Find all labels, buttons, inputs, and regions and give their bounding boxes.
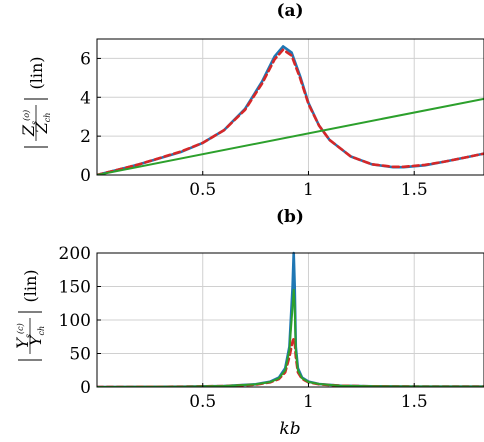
panel-a-ylabel: Zs(o) Zch (lin) [19,56,52,148]
panel-a-grid [97,39,484,175]
panel-a-ytick-label-1: 2 [80,127,91,147]
svg-text:Ych: Ych [26,326,46,346]
panel-a-series-2 [97,97,484,175]
panel-b-ytick-label-4: 200 [59,244,91,264]
svg-text:(lin): (lin) [21,269,40,302]
panel-a-title: (a) [276,1,303,21]
panel-b-ytick-label-2: 100 [59,311,91,331]
panel-b-title: (b) [276,207,304,227]
panel-b-ytick-label-0: 0 [80,378,91,398]
panel-a: (a) 0.5 1 1.5 0 2 4 6 Zs(o) Zch (lin) [19,1,484,200]
svg-text:Zch: Zch [32,113,52,135]
panel-a-frame [96,38,484,176]
panel-b-series-2 [97,288,484,387]
panel-a-xtick-label-2: 1.5 [401,180,428,200]
panel-a-ytick-label-0: 0 [80,166,91,186]
svg-text:(lin): (lin) [27,56,46,89]
panel-b: (b) 0.5 1 1.5 0 50 100 150 200 kb Ys(c) Ych (li… [13,207,484,439]
panel-b-series [97,251,484,387]
panel-b-xtick-label-0: 0.5 [189,392,216,412]
panel-b-ticks: 0.5 1 1.5 0 50 100 150 200 [59,244,428,412]
panel-a-ticks: 0.5 1 1.5 0 2 4 6 [80,49,428,200]
panel-b-ylabel: Ys(c) Ych (lin) [13,269,46,361]
panel-b-xtick-label-1: 1 [303,392,314,412]
panel-b-ytick-label-3: 150 [59,278,91,298]
panel-a-series [97,45,484,175]
panel-a-ytick-label-3: 6 [80,49,91,69]
panel-a-xtick-label-0: 0.5 [189,180,216,200]
panel-b-ytick-label-1: 50 [69,345,91,365]
panel-a-series-1 [97,48,484,175]
panel-a-ytick-label-2: 4 [80,88,91,108]
panel-b-xlabel: kb [279,419,300,439]
panel-a-xtick-label-1: 1 [303,180,314,200]
panel-b-xtick-label-2: 1.5 [401,392,428,412]
